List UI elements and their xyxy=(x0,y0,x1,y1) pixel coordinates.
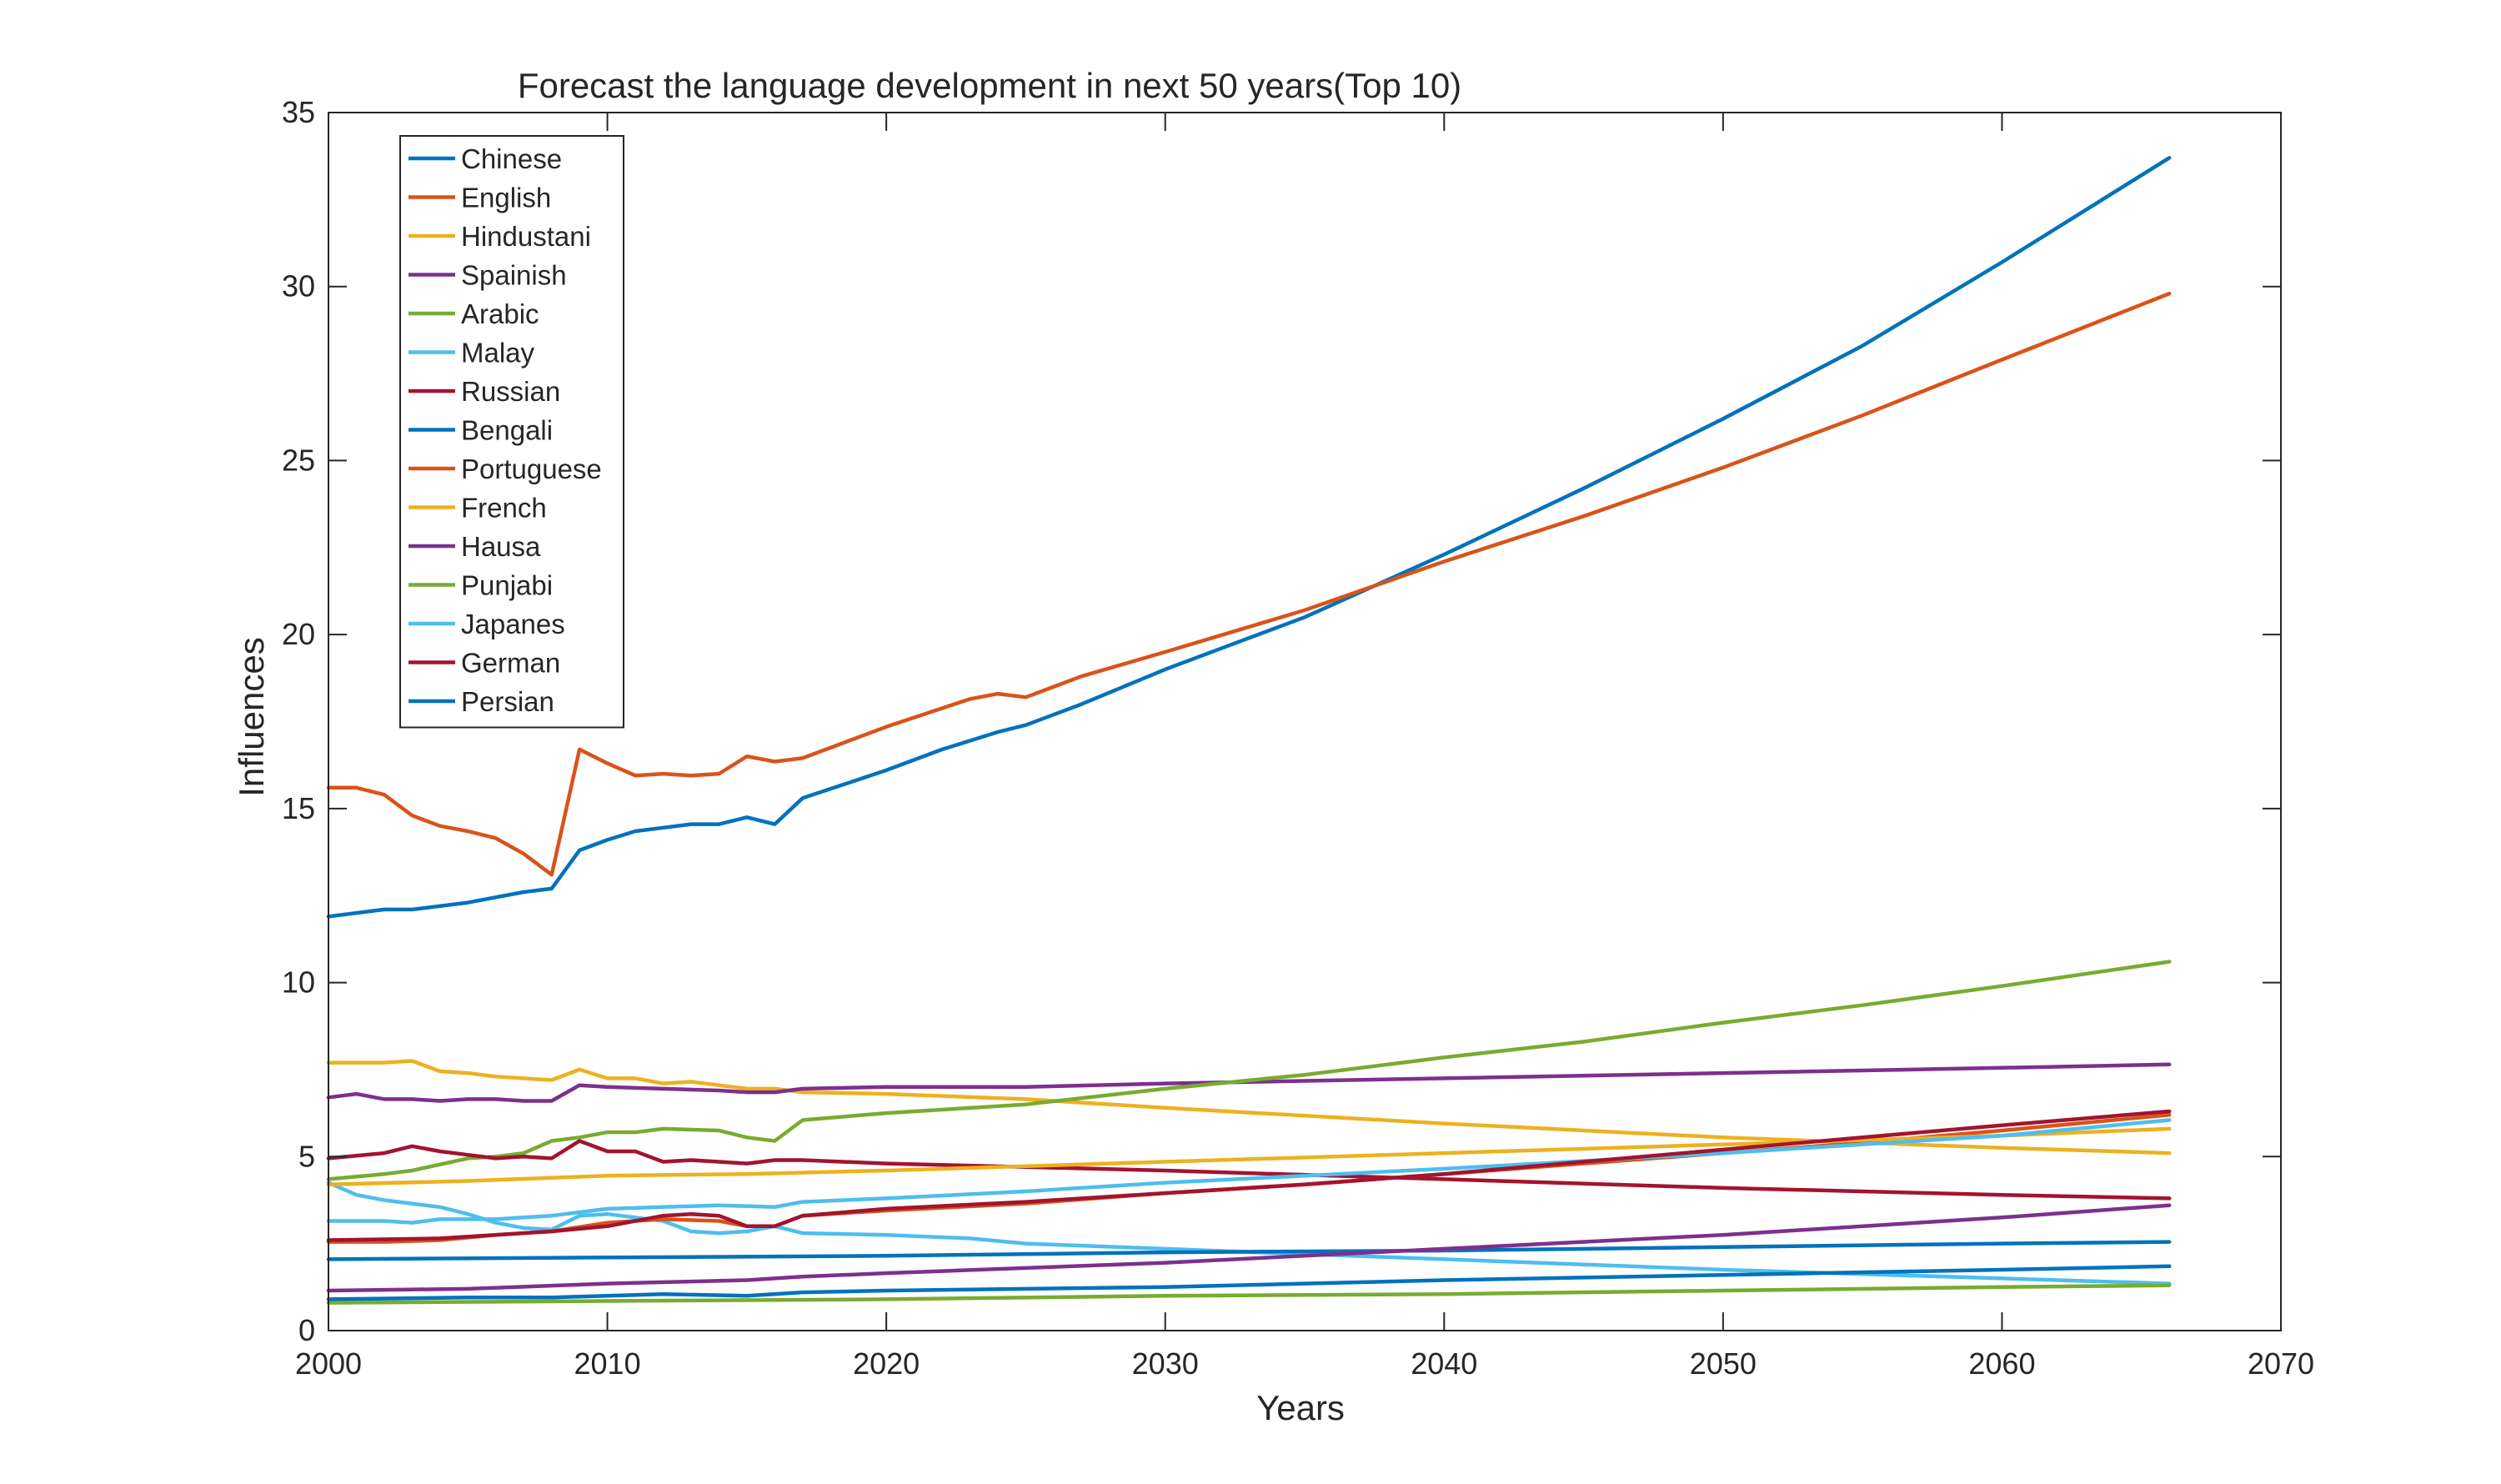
x-tick-label: 2040 xyxy=(1411,1346,1477,1381)
y-tick-label: 20 xyxy=(282,617,315,651)
legend-label-bengali: Bengali xyxy=(461,415,553,446)
series-line-punjabi xyxy=(326,1283,2172,1305)
series-line-chinese xyxy=(326,156,2172,919)
x-axis-title: Years xyxy=(1256,1388,1345,1427)
series-line-french xyxy=(326,1126,2172,1186)
x-tick-label: 2050 xyxy=(1690,1346,1757,1381)
legend-label-german: German xyxy=(461,648,560,679)
series-line-japanes xyxy=(326,1118,2172,1225)
series-line-english xyxy=(326,291,2172,877)
legend-label-spainish: Spainish xyxy=(461,260,567,291)
series-line-spainish xyxy=(326,1062,2172,1103)
x-tick-label: 2010 xyxy=(574,1346,641,1381)
legend-label-persian: Persian xyxy=(461,686,554,717)
legend-label-arabic: Arabic xyxy=(461,298,539,329)
legend-label-hausa: Hausa xyxy=(461,531,541,562)
series-line-russian xyxy=(326,1139,2172,1201)
y-tick-label: 5 xyxy=(298,1139,315,1173)
y-axis-title: Influences xyxy=(232,637,271,796)
series-line-german xyxy=(326,1109,2172,1242)
legend-label-punjabi: Punjabi xyxy=(461,570,553,601)
y-tick-label: 0 xyxy=(298,1313,315,1347)
series-line-hindustani xyxy=(326,1059,2172,1156)
series-line-persian xyxy=(326,1264,2172,1301)
y-tick-label: 15 xyxy=(282,791,315,825)
series-line-bengali xyxy=(326,1240,2172,1261)
legend-label-russian: Russian xyxy=(461,376,560,407)
x-tick-label: 2060 xyxy=(1968,1346,2035,1381)
y-tick-label: 30 xyxy=(282,269,315,303)
series-line-hausa xyxy=(326,1203,2172,1293)
legend: Chinese English Hindustani Spainish Arabic Ma… xyxy=(399,135,624,729)
plot-area: 2000 2010 2020 2030 2040 2050 2060 207005101520… xyxy=(282,95,2314,1381)
x-tick-label: 2030 xyxy=(1132,1346,1199,1381)
chart-title: Forecast the language development in nex… xyxy=(518,66,1461,105)
x-tick-label: 2000 xyxy=(295,1346,362,1381)
legend-label-hindustani: Hindustani xyxy=(461,221,591,252)
legend-label-english: English xyxy=(461,183,551,213)
x-tick-label: 2070 xyxy=(2248,1346,2314,1381)
y-tick-label: 25 xyxy=(282,443,315,477)
y-tick-label: 35 xyxy=(282,95,315,129)
legend-label-french: French xyxy=(461,493,547,524)
x-tick-label: 2020 xyxy=(853,1346,920,1381)
legend-label-malay: Malay xyxy=(461,338,535,368)
axes-frame xyxy=(328,112,2282,1331)
legend-label-japanes: Japanes xyxy=(461,609,565,639)
y-tick-label: 10 xyxy=(282,965,315,1000)
legend-label-portuguese: Portuguese xyxy=(461,454,602,484)
legend-label-chinese: Chinese xyxy=(461,143,562,174)
